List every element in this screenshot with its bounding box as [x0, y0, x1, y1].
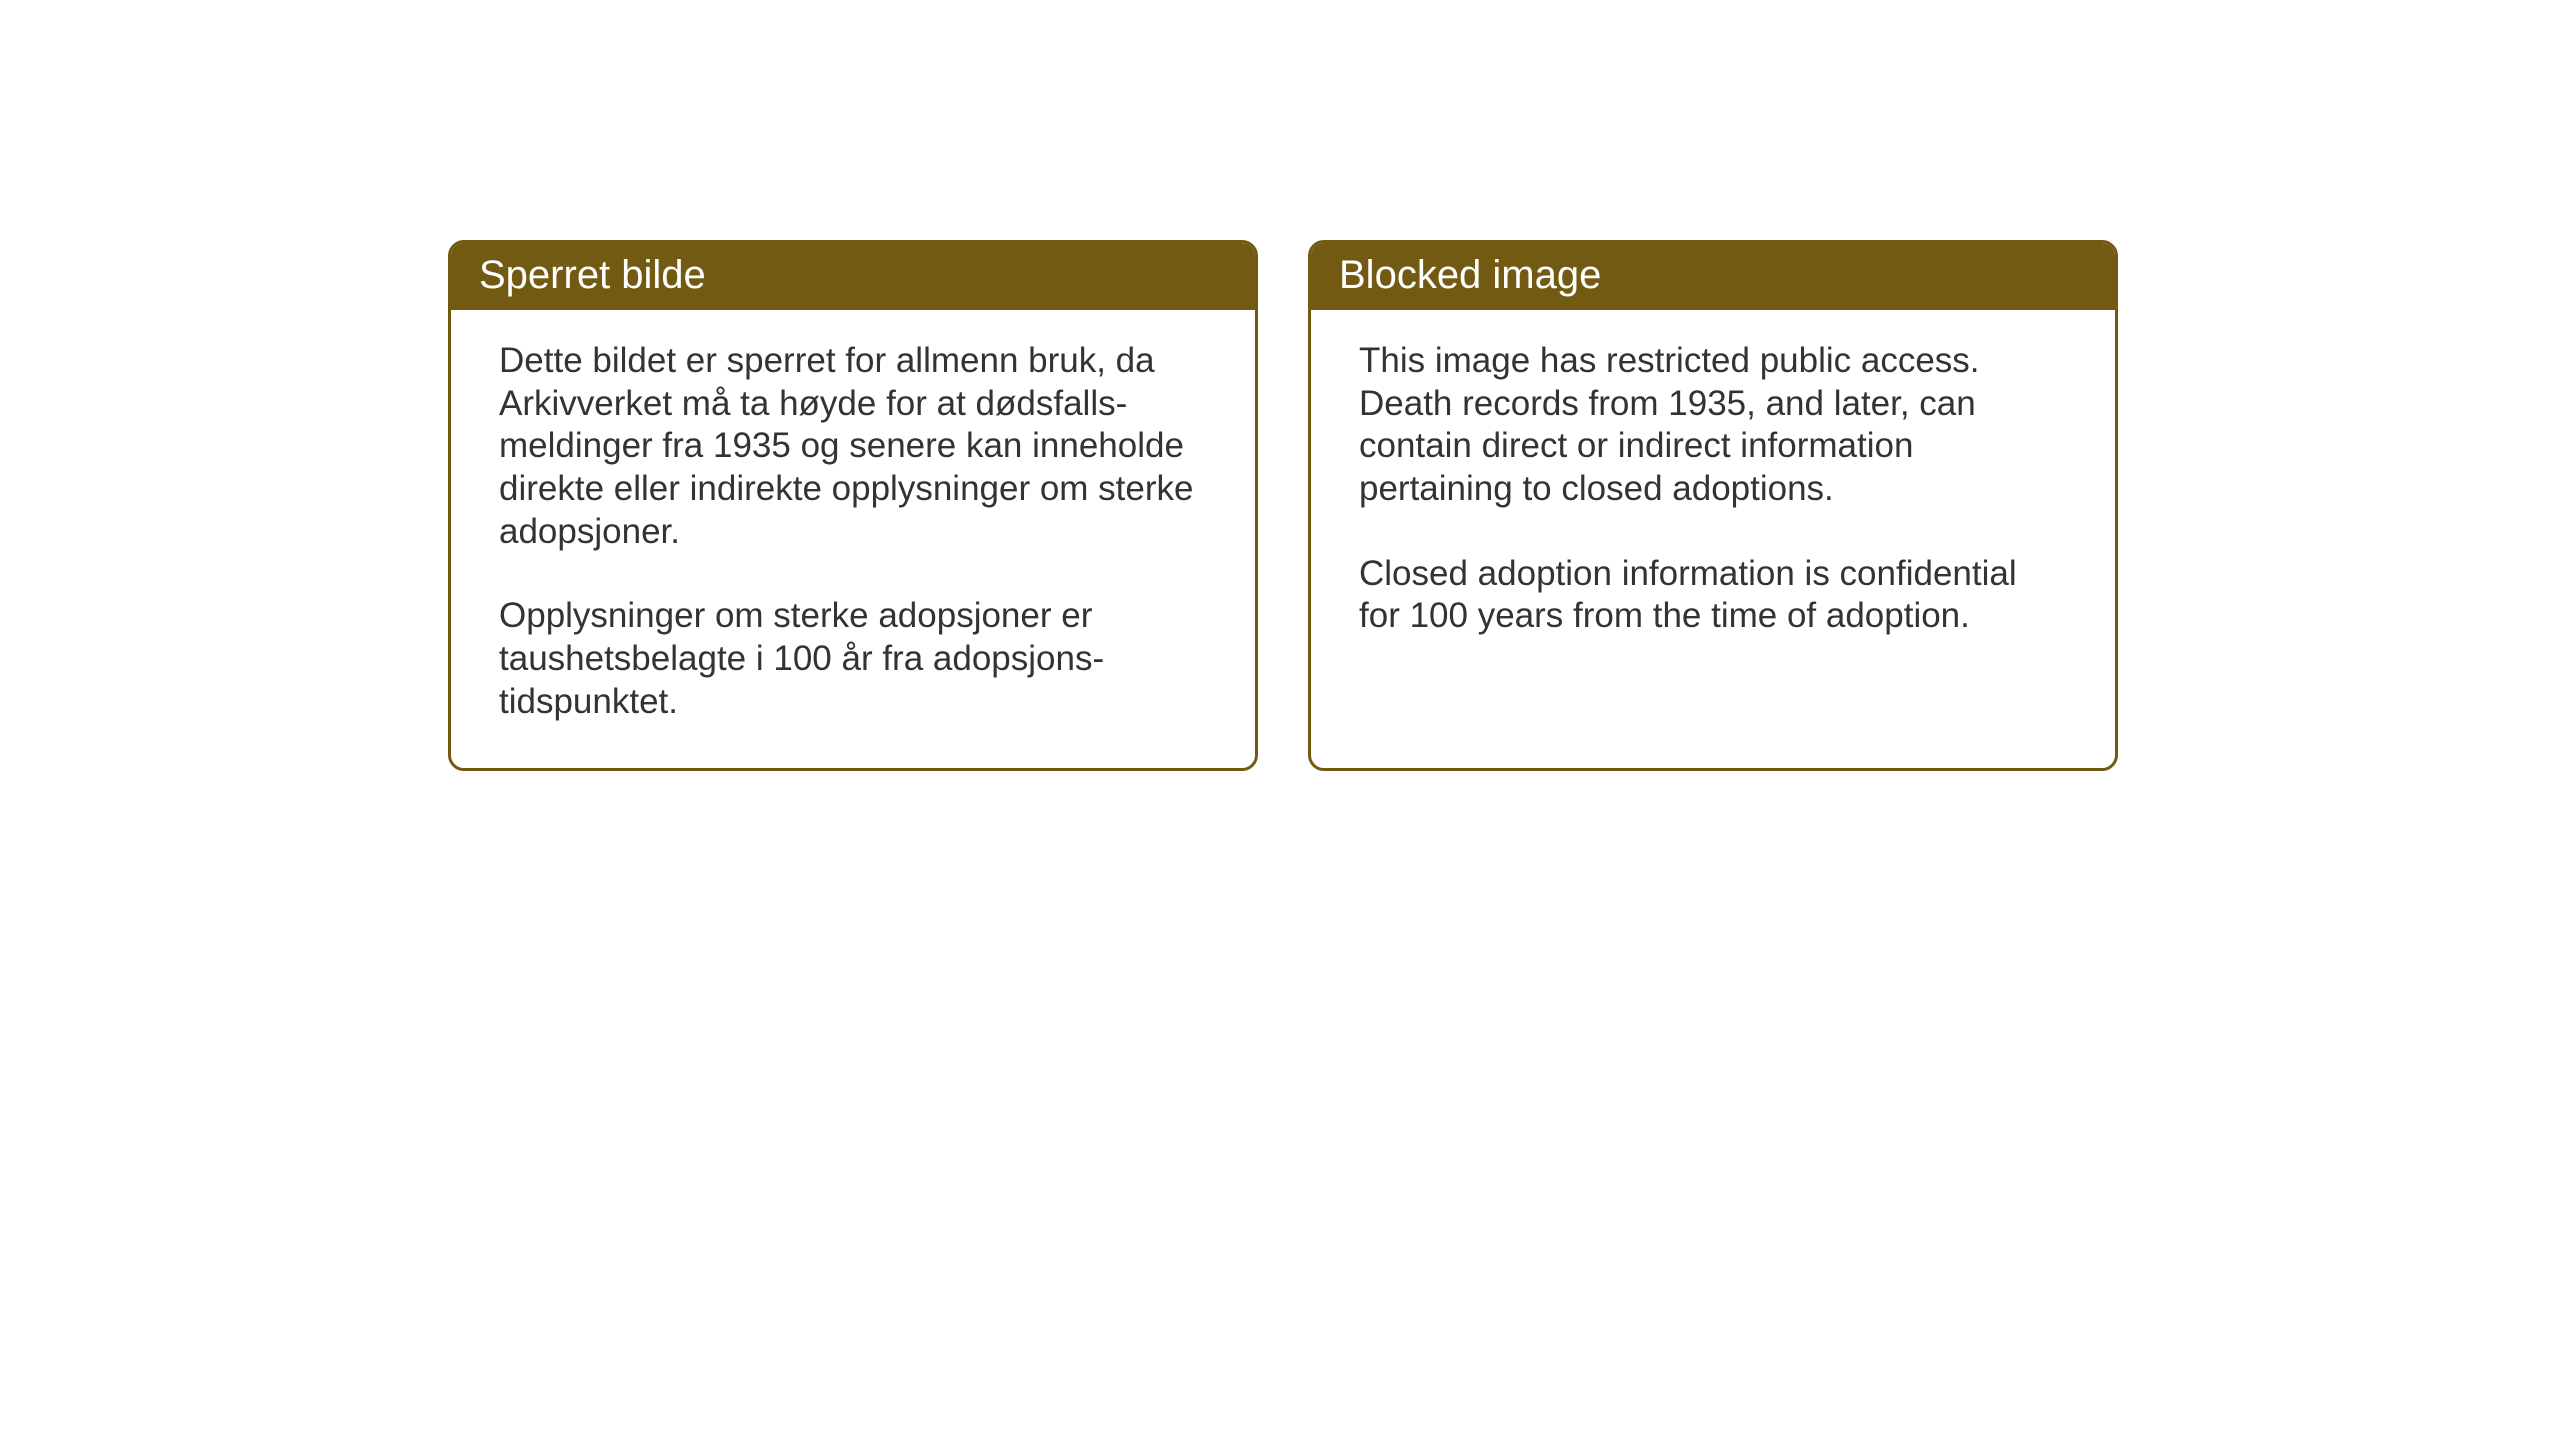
english-card-title: Blocked image [1311, 243, 2115, 310]
english-card-body: This image has restricted public access.… [1311, 310, 2115, 733]
norwegian-card-title: Sperret bilde [451, 243, 1255, 310]
english-notice-card: Blocked image This image has restricted … [1308, 240, 2118, 771]
norwegian-notice-card: Sperret bilde Dette bildet er sperret fo… [448, 240, 1258, 771]
norwegian-card-body: Dette bildet er sperret for allmenn bruk… [451, 310, 1255, 768]
norwegian-paragraph-2: Opplysninger om sterke adopsjoner er tau… [499, 595, 1207, 723]
norwegian-paragraph-1: Dette bildet er sperret for allmenn bruk… [499, 340, 1207, 553]
english-paragraph-2: Closed adoption information is confident… [1359, 553, 2067, 638]
notice-container: Sperret bilde Dette bildet er sperret fo… [448, 240, 2118, 771]
english-paragraph-1: This image has restricted public access.… [1359, 340, 2067, 511]
